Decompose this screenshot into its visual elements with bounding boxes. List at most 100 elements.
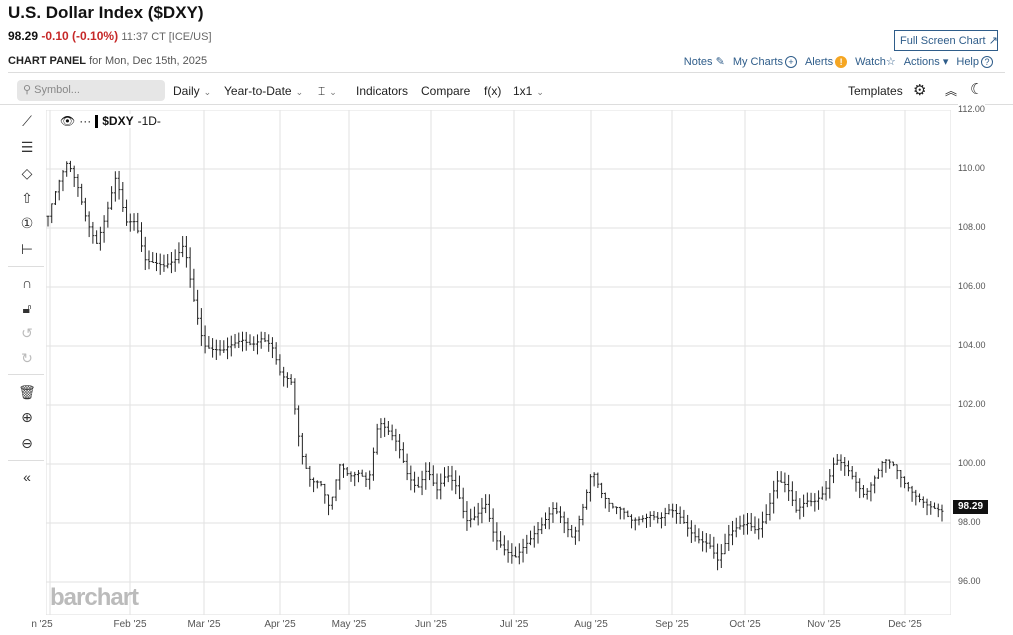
- ohlc-bar: [794, 491, 798, 513]
- divider: [8, 460, 44, 461]
- ohlc-bar: [386, 421, 390, 435]
- ohlc-bar: [611, 502, 615, 509]
- ohlc-bar: [431, 465, 435, 487]
- fib-tool-icon[interactable]: ☰: [20, 139, 34, 155]
- ohlc-bar: [398, 433, 402, 459]
- number-marker-icon[interactable]: ①: [20, 215, 34, 231]
- watch-link[interactable]: Watch☆: [855, 55, 896, 68]
- ohlc-bar: [132, 213, 136, 231]
- ohlc-bar: [566, 517, 570, 538]
- settings-gear-icon[interactable]: ⚙: [913, 82, 927, 99]
- more-icon[interactable]: ···: [79, 114, 92, 128]
- magnet-icon[interactable]: ∩: [21, 275, 33, 291]
- ohlc-bar: [50, 203, 54, 224]
- collapse-up-icon[interactable]: ︽: [945, 84, 958, 98]
- ohlc-bar: [454, 470, 458, 495]
- ohlc-bar: [439, 473, 443, 500]
- measure-tool-icon[interactable]: ⊢: [20, 241, 34, 257]
- interval-dropdown[interactable]: Daily ⌄: [173, 84, 211, 98]
- ohlc-bar: [644, 513, 648, 528]
- templates-button[interactable]: Templates: [848, 84, 903, 98]
- ohlc-bar: [547, 507, 551, 530]
- date-tick-label: Sep '25: [655, 619, 689, 630]
- date-tick-label: Apr '25: [264, 619, 296, 630]
- ohlc-bar: [233, 333, 237, 349]
- price-tick-label: 102.00: [958, 399, 986, 409]
- zoom-in-icon[interactable]: ⊕: [21, 409, 33, 425]
- ohlc-bar: [562, 511, 566, 534]
- shape-tool-icon[interactable]: ◇: [21, 165, 33, 181]
- ohlc-bar: [207, 336, 211, 349]
- ohlc-bar: [517, 543, 521, 565]
- ohlc-bar: [147, 250, 151, 270]
- ohlc-bar: [933, 502, 937, 509]
- ohlc-bar: [308, 465, 312, 487]
- help-link[interactable]: Help?: [956, 55, 993, 68]
- indicators-button[interactable]: Indicators: [356, 84, 409, 98]
- ohlc-bar: [181, 236, 185, 258]
- ohlc-bar: [832, 457, 836, 484]
- star-icon: ☆: [885, 56, 896, 68]
- actions-menu[interactable]: Actions ▾: [904, 55, 949, 68]
- redo-icon[interactable]: ↻: [21, 350, 33, 366]
- ohlc-bar: [401, 442, 405, 464]
- ohlc-bar: [674, 503, 678, 524]
- ohlc-bar: [749, 512, 753, 532]
- ohlc-bar: [697, 528, 701, 544]
- ohlc-bar: [510, 543, 514, 564]
- ohlc-bar: [83, 197, 87, 222]
- ohlc-bar: [940, 504, 944, 522]
- ohlc-bar: [588, 474, 592, 502]
- alerts-link[interactable]: Alerts!: [805, 55, 848, 68]
- ohlc-bar: [214, 339, 218, 360]
- ohlc-bar: [682, 509, 686, 524]
- ohlc-bar: [293, 378, 297, 415]
- trash-icon[interactable]: 🗑︎: [18, 384, 36, 400]
- ohlc-bar: [218, 340, 222, 356]
- zoom-out-icon[interactable]: ⊖: [21, 435, 33, 451]
- bar-type-dropdown[interactable]: ⌶ ⌄: [318, 84, 337, 99]
- ohlc-bar: [255, 334, 259, 355]
- line-tool-icon[interactable]: ⟋: [22, 113, 32, 129]
- compare-button[interactable]: Compare: [421, 84, 471, 98]
- ohlc-bar: [708, 534, 712, 549]
- undo-icon[interactable]: ↺: [21, 325, 33, 341]
- plot-area: [46, 110, 951, 615]
- date-tick-label: n '25: [31, 619, 53, 630]
- ohlc-bar: [689, 520, 693, 543]
- layout-dropdown[interactable]: 1x1 ⌄: [513, 84, 544, 98]
- price-chart[interactable]: [46, 110, 951, 615]
- ohlc-bar: [607, 497, 611, 513]
- price-tick-label: 98.00: [958, 517, 981, 527]
- ohlc-bar: [98, 226, 102, 251]
- ohlc-bar: [237, 332, 241, 349]
- chart-toolbar: ⚲ Symbol... Daily ⌄ Year-to-Date ⌄ ⌶ ⌄ Indi…: [0, 78, 1013, 104]
- fx-button[interactable]: f(x): [484, 84, 502, 98]
- barchart-logo: barchart: [50, 584, 139, 611]
- ohlc-bar: [633, 517, 637, 531]
- ohlc-bar: [188, 247, 192, 288]
- ohlc-bar: [764, 504, 768, 525]
- symbol-input[interactable]: ⚲ Symbol...: [17, 80, 165, 101]
- unlock-icon[interactable]: 🔓︎: [22, 300, 32, 316]
- full-screen-chart-button[interactable]: Full Screen Chart ↗: [894, 30, 998, 51]
- ohlc-bar: [409, 465, 413, 491]
- chart-links: Notes ✎ My Charts + Alerts! Watch☆ Action…: [684, 55, 993, 68]
- notes-link[interactable]: Notes ✎: [684, 55, 725, 68]
- arrow-up-tool-icon[interactable]: ⇧: [21, 190, 33, 206]
- ohlc-bar: [637, 516, 641, 526]
- ohlc-bar: [383, 417, 387, 437]
- ohlc-bar: [450, 465, 454, 491]
- dark-mode-moon-icon[interactable]: ☾: [970, 81, 984, 98]
- collapse-left-icon[interactable]: «: [23, 469, 31, 485]
- range-dropdown[interactable]: Year-to-Date ⌄: [224, 84, 303, 98]
- ohlc-bar: [805, 492, 809, 508]
- eye-icon[interactable]: 👁︎: [60, 114, 76, 128]
- ohlc-bar: [906, 481, 910, 492]
- ohlc-bar: [65, 161, 69, 177]
- quote-time: 11:37 CT [ICE/US]: [121, 31, 212, 43]
- ohlc-bar: [162, 254, 166, 272]
- my-charts-link[interactable]: My Charts +: [733, 55, 797, 68]
- legend-symbol: $DXY: [102, 114, 134, 128]
- ohlc-bar: [663, 507, 667, 526]
